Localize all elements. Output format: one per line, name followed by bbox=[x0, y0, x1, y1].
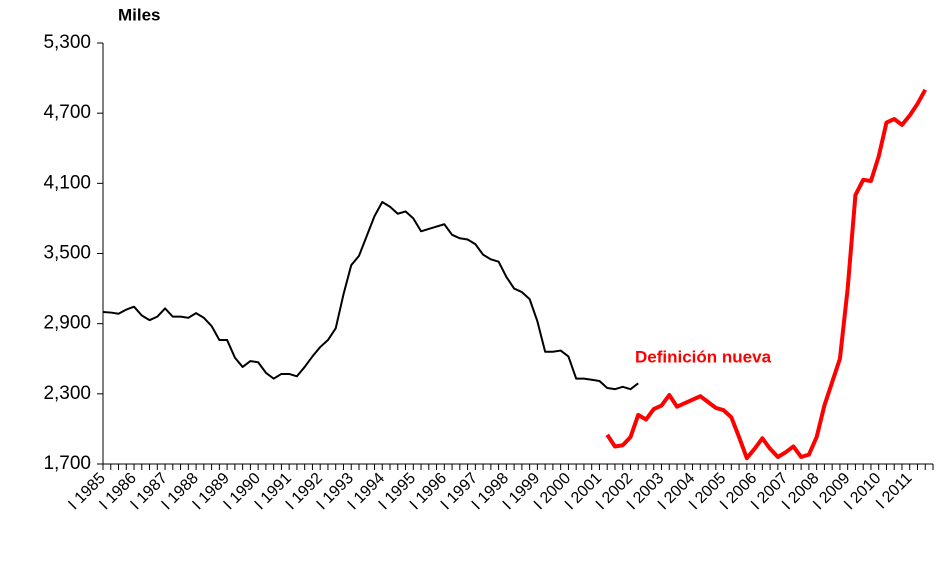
y-tick-label: 4,700 bbox=[43, 102, 91, 123]
series-line bbox=[605, 88, 927, 461]
y-axis-label: Miles bbox=[118, 5, 161, 24]
annotation: Definición nueva bbox=[635, 347, 772, 366]
x-tick-label: I 2011 bbox=[873, 470, 916, 513]
series-line bbox=[102, 201, 639, 391]
y-tick-label: 3,500 bbox=[43, 243, 91, 264]
y-tick-label: 1,700 bbox=[43, 453, 91, 474]
y-tick-label: 4,100 bbox=[43, 172, 91, 193]
y-tick-label: 2,900 bbox=[43, 313, 91, 334]
y-tick-label: 2,300 bbox=[43, 383, 91, 404]
y-tick-label: 5,300 bbox=[43, 32, 91, 53]
